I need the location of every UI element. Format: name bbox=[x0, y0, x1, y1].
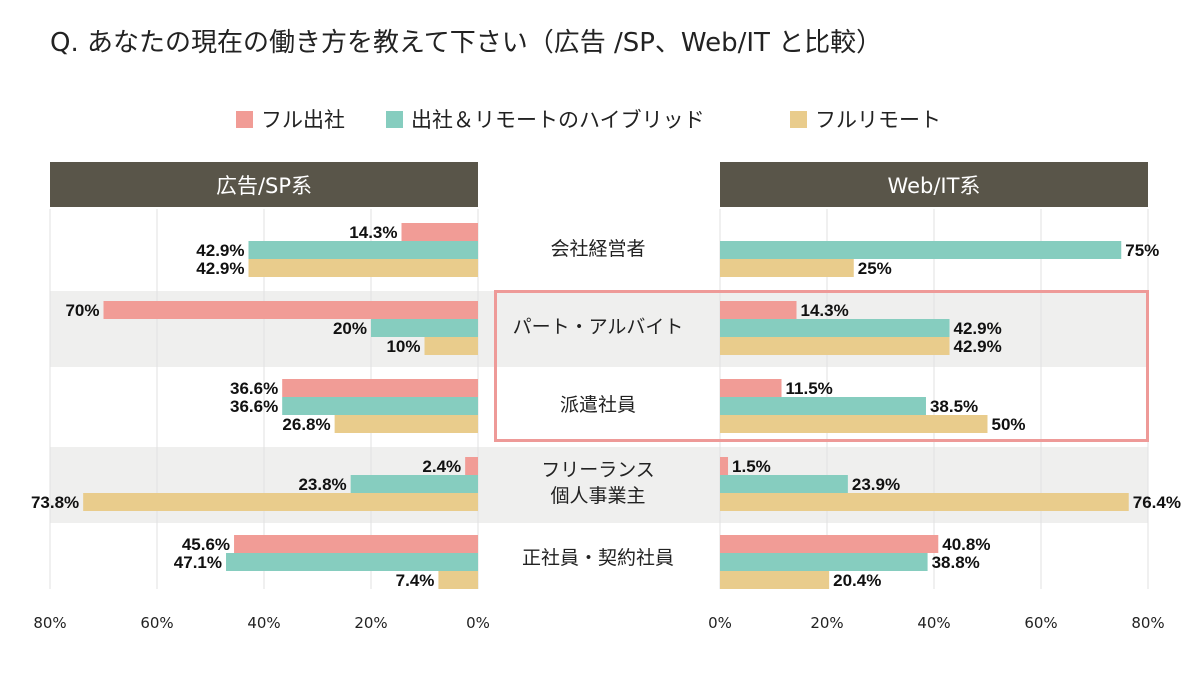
axis-tick-label: 20% bbox=[810, 614, 843, 632]
bar bbox=[371, 319, 478, 337]
data-label: 2.4% bbox=[422, 457, 461, 476]
bar bbox=[720, 553, 928, 571]
bar bbox=[720, 415, 988, 433]
bar bbox=[720, 337, 950, 355]
bar bbox=[720, 397, 926, 415]
bar bbox=[720, 457, 729, 475]
legend-label: 出社＆リモートのハイブリッド bbox=[411, 108, 705, 132]
category-label-line: 個人事業主 bbox=[550, 485, 646, 507]
category-label: 正社員・契約社員 bbox=[478, 545, 718, 571]
bar bbox=[234, 535, 478, 553]
data-label: 23.8% bbox=[298, 475, 346, 494]
highlight-box bbox=[494, 290, 1149, 442]
bar bbox=[720, 379, 782, 397]
chart-title: Q. あなたの現在の働き方を教えて下さい（広告 /SP、Web/IT と比較） bbox=[50, 28, 883, 58]
bar bbox=[720, 301, 797, 319]
category-label: フリーランス 個人事業主 bbox=[478, 457, 718, 509]
category-label-line: 正社員・契約社員 bbox=[521, 547, 674, 569]
axis-tick-label: 20% bbox=[354, 614, 387, 632]
data-label: 20.4% bbox=[833, 571, 881, 590]
category-label: 会社経営者 bbox=[478, 236, 718, 262]
bar bbox=[334, 415, 478, 433]
data-label: 76.4% bbox=[1133, 493, 1181, 512]
axis-tick-label: 60% bbox=[140, 614, 173, 632]
bar bbox=[720, 259, 854, 277]
data-label: 7.4% bbox=[396, 571, 435, 590]
category-label-line: パート・アルバイト bbox=[512, 316, 684, 338]
bar bbox=[720, 493, 1129, 511]
data-label: 73.8% bbox=[31, 493, 79, 512]
legend-label: フル出社 bbox=[261, 108, 345, 132]
legend-swatch bbox=[790, 110, 807, 128]
data-label: 70% bbox=[65, 301, 99, 320]
data-label: 50% bbox=[992, 415, 1026, 434]
category-label-line: 会社経営者 bbox=[550, 238, 646, 260]
legend-label: フルリモート bbox=[815, 108, 941, 132]
bar bbox=[465, 457, 478, 475]
data-label: 42.9% bbox=[196, 259, 244, 278]
bar bbox=[438, 571, 478, 589]
axis-tick-label: 0% bbox=[466, 614, 490, 632]
data-label: 14.3% bbox=[349, 223, 397, 242]
axis-tick-label: 80% bbox=[1131, 614, 1164, 632]
data-label: 25% bbox=[858, 259, 892, 278]
data-label: 36.6% bbox=[230, 379, 278, 398]
data-label: 23.9% bbox=[852, 475, 900, 494]
axis-tick-label: 80% bbox=[33, 614, 66, 632]
left-panel-header: 広告/SP系 bbox=[50, 162, 478, 207]
data-label: 11.5% bbox=[786, 379, 833, 398]
data-label: 1.5% bbox=[732, 457, 771, 476]
data-label: 26.8% bbox=[282, 415, 330, 434]
bar bbox=[720, 571, 830, 589]
category-label: パート・アルバイト bbox=[478, 314, 718, 340]
bar bbox=[401, 223, 478, 241]
bar bbox=[350, 475, 478, 493]
data-label: 20% bbox=[333, 319, 367, 338]
bar bbox=[424, 337, 478, 355]
axis-tick-label: 40% bbox=[917, 614, 950, 632]
data-label: 38.5% bbox=[930, 397, 978, 416]
bar bbox=[282, 397, 478, 415]
category-label-line: フリーランス bbox=[541, 459, 655, 481]
category-label: 派遣社員 bbox=[478, 392, 718, 418]
data-label: 36.6% bbox=[230, 397, 278, 416]
data-label: 42.9% bbox=[196, 241, 244, 260]
data-label: 45.6% bbox=[182, 535, 230, 554]
right-panel-header: Web/IT系 bbox=[720, 162, 1148, 207]
legend: フル出社 出社＆リモートのハイブリッド フルリモート bbox=[0, 104, 1200, 138]
legend-item-full-office: フル出社 bbox=[236, 104, 345, 134]
bar bbox=[720, 475, 848, 493]
bar bbox=[282, 379, 478, 397]
category-label-line: 派遣社員 bbox=[559, 394, 636, 416]
data-label: 42.9% bbox=[954, 337, 1002, 356]
bar bbox=[720, 241, 1122, 259]
data-label: 14.3% bbox=[801, 301, 849, 320]
data-label: 47.1% bbox=[174, 553, 222, 572]
legend-item-hybrid: 出社＆リモートのハイブリッド bbox=[386, 104, 705, 134]
legend-item-full-remote: フルリモート bbox=[790, 104, 941, 134]
axis-tick-label: 40% bbox=[247, 614, 280, 632]
legend-swatch bbox=[386, 110, 403, 128]
bar bbox=[103, 301, 478, 319]
legend-swatch bbox=[236, 110, 253, 128]
data-label: 42.9% bbox=[954, 319, 1002, 338]
bar bbox=[248, 259, 478, 277]
data-label: 75% bbox=[1125, 241, 1159, 260]
data-label: 38.8% bbox=[932, 553, 980, 572]
data-label: 10% bbox=[386, 337, 420, 356]
bar bbox=[720, 535, 939, 553]
data-label: 40.8% bbox=[942, 535, 990, 554]
axis-tick-label: 0% bbox=[708, 614, 732, 632]
bar bbox=[248, 241, 478, 259]
bar bbox=[226, 553, 478, 571]
axis-tick-label: 60% bbox=[1024, 614, 1057, 632]
bar bbox=[720, 319, 950, 337]
bar bbox=[83, 493, 479, 511]
